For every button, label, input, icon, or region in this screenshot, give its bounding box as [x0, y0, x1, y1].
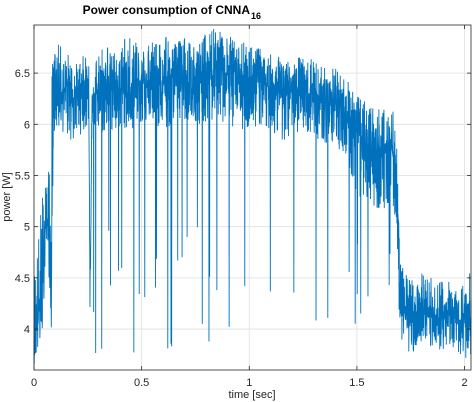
tick-marks — [33, 25, 471, 370]
series-line-group — [33, 28, 472, 365]
y-tick-label: 4 — [24, 324, 30, 336]
x-tick-label: 2 — [461, 377, 467, 389]
chart-title: Power consumption of CNNA — [83, 3, 251, 17]
x-axis-title: time [sec] — [228, 389, 275, 401]
x-tick-label: 1.5 — [349, 377, 364, 389]
y-tick-label: 6.5 — [15, 68, 30, 80]
x-tick-label: 0.5 — [134, 377, 149, 389]
y-tick-label: 4.5 — [15, 273, 30, 285]
x-tick-label: 1 — [246, 377, 252, 389]
plot-frame — [33, 24, 472, 371]
power-series-line — [33, 28, 472, 365]
y-tick-label: 5 — [24, 222, 30, 234]
y-tick-label: 6 — [24, 119, 30, 131]
y-axis-title: power [W] — [1, 172, 13, 222]
y-tick-label: 5.5 — [15, 170, 30, 182]
chart-title-subscript: 16 — [251, 11, 261, 21]
tick-labels: 0 0.5 1 1.5 2 4 4.5 5 5.5 6 6.5 — [15, 68, 468, 389]
x-tick-label: 0 — [31, 377, 37, 389]
